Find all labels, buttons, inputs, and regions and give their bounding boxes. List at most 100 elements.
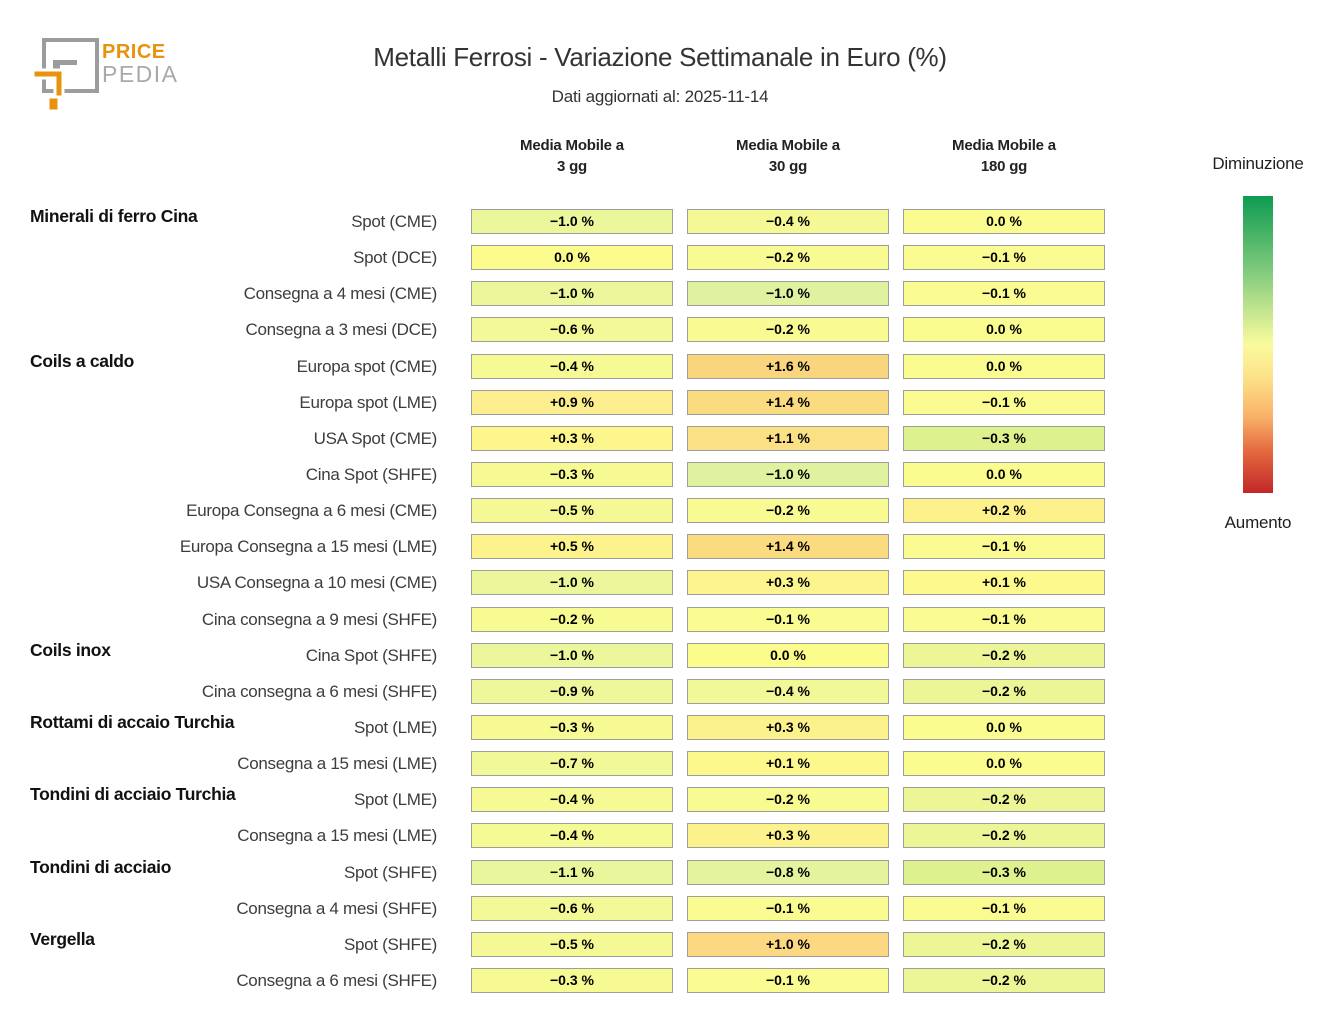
row-label: USA Spot (CME) — [313, 428, 438, 448]
heatmap-cell: −0.5 % — [471, 931, 673, 957]
heatmap-cell: −0.1 % — [903, 245, 1105, 271]
column-header-180gg: Media Mobile a 180 gg — [903, 135, 1105, 177]
heatmap-cell: −0.3 % — [903, 859, 1105, 885]
column-header-30gg: Media Mobile a 30 gg — [687, 135, 889, 177]
heatmap-cell: −1.0 % — [687, 281, 889, 307]
row-label: Consegna a 6 mesi (SHFE) — [236, 970, 437, 990]
heatmap-cell: −0.1 % — [903, 389, 1105, 415]
heatmap-cell: −0.2 % — [903, 931, 1105, 957]
heatmap-cell: 0.0 % — [471, 245, 673, 271]
heatmap-cell: −0.2 % — [903, 967, 1105, 993]
heatmap-cell: −1.0 % — [471, 642, 673, 668]
row-label: Europa spot (CME) — [296, 356, 438, 376]
heatmap-cell: −1.0 % — [471, 209, 673, 234]
row-label: Cina Spot (SHFE) — [305, 464, 438, 484]
page-title: Metalli Ferrosi - Variazione Settimanale… — [373, 42, 947, 72]
heatmap-row: Cina consegna a 6 mesi (SHFE) −0.9 % −0.4 … — [0, 678, 1320, 704]
heatmap-cell: −0.2 % — [471, 606, 673, 632]
heatmap-row: Europa Consegna a 15 mesi (LME) +0.5 % +1.… — [0, 534, 1320, 560]
row-group-label: Tondini di acciaio Turchia — [30, 784, 236, 805]
row-label: Spot (SHFE) — [343, 862, 437, 882]
heatmap-cell: +0.3 % — [687, 714, 889, 740]
heatmap-row: Consegna a 15 mesi (LME) −0.4 % +0.3 % −0.2… — [0, 823, 1320, 849]
row-label: Consegna a 15 mesi (LME) — [237, 754, 437, 774]
row-group-label: Minerali di ferro Cina — [30, 206, 198, 226]
heatmap-row: Cina consegna a 9 mesi (SHFE) −0.2 % −0.1 … — [0, 606, 1320, 632]
column-header-line2: 30 gg — [768, 158, 808, 175]
heatmap-cell: −0.9 % — [471, 678, 673, 704]
heatmap-cell: −1.0 % — [687, 461, 889, 487]
heatmap-cell: 0.0 % — [903, 751, 1105, 777]
heatmap-cell: −0.4 % — [471, 823, 673, 849]
heatmap-cell: −0.1 % — [687, 895, 889, 921]
heatmap-row: Coils a caldo Europa spot (CME) −0.4 % +1.6… — [0, 351, 1320, 379]
heatmap-cell: −0.6 % — [471, 895, 673, 921]
pricepedia-logo-mark — [33, 38, 99, 113]
heatmap-cell: +1.6 % — [687, 353, 889, 379]
heatmap-cell: 0.0 % — [903, 317, 1105, 343]
heatmap-cell: −0.3 % — [471, 714, 673, 740]
heatmap-row: Spot (DCE) 0.0 % −0.2 % −0.1 % — [0, 245, 1320, 271]
page-subtitle: Dati aggiornati al: 2025-11-14 — [551, 87, 769, 106]
heatmap-cell: +0.5 % — [471, 534, 673, 560]
heatmap-cell: −1.0 % — [471, 570, 673, 596]
heatmap-cell: −0.2 % — [687, 787, 889, 813]
heatmap-cell: +0.3 % — [471, 425, 673, 451]
row-label: Spot (CME) — [351, 212, 437, 231]
heatmap-cell: −0.2 % — [687, 317, 889, 343]
heatmap-cell: +0.9 % — [471, 389, 673, 415]
heatmap-cell: −0.3 % — [471, 461, 673, 487]
heatmap-row: Minerali di ferro Cina Spot (CME) −1.0 % −0… — [0, 206, 1320, 234]
column-header-line2: 180 gg — [980, 158, 1028, 175]
logo-text-pedia: PEDIA — [102, 61, 179, 87]
heatmap-cell: −0.6 % — [471, 317, 673, 343]
column-header-line1: Media Mobile a — [520, 137, 624, 154]
row-group-label: Rottami di accaio Turchia — [30, 711, 235, 732]
heatmap-cell: −0.1 % — [903, 895, 1105, 921]
heatmap-row: Tondini di acciaio Spot (SHFE) −1.1 % −0.8 … — [0, 857, 1320, 885]
heatmap-cell: −0.3 % — [903, 425, 1105, 451]
heatmap-row: Tondini di acciaio Turchia Spot (LME) −0.4… — [0, 784, 1320, 813]
heatmap-cell: +0.3 % — [687, 570, 889, 596]
heatmap-cell: 0.0 % — [903, 353, 1105, 379]
heatmap-cell: −0.2 % — [903, 823, 1105, 849]
legend-label-decrease: Diminuzione — [1212, 154, 1304, 173]
heatmap-cell: +0.1 % — [687, 751, 889, 777]
heatmap-row: Consegna a 6 mesi (SHFE) −0.3 % −0.1 % −0.2… — [0, 967, 1320, 993]
heatmap-cell: −0.1 % — [903, 281, 1105, 307]
column-header-line1: Media Mobile a — [736, 137, 840, 154]
heatmap-row: Consegna a 15 mesi (LME) −0.7 % +0.1 % 0.0 … — [0, 751, 1320, 777]
heatmap-cell: −0.1 % — [687, 606, 889, 632]
row-group-label: Vergella — [30, 928, 95, 949]
row-label: Consegna a 4 mesi (SHFE) — [236, 898, 437, 918]
heatmap-cell: −0.1 % — [687, 967, 889, 993]
heatmap-cell: −0.3 % — [471, 967, 673, 993]
heatmap-cell: +0.1 % — [903, 570, 1105, 596]
heatmap-cell: −0.8 % — [687, 859, 889, 885]
column-header-3gg: Media Mobile a 3 gg — [471, 135, 673, 177]
legend-label-increase: Aumento — [1224, 513, 1292, 532]
row-group-label: Coils a caldo — [30, 350, 135, 371]
heatmap-row: Europa spot (LME) +0.9 % +1.4 % −0.1 % — [0, 389, 1320, 415]
row-label: USA Consegna a 10 mesi (CME) — [196, 573, 437, 593]
column-header-line2: 3 gg — [556, 158, 588, 175]
row-group-label: Coils inox — [30, 639, 111, 660]
heatmap-cell: 0.0 % — [687, 642, 889, 668]
heatmap-cell: −1.1 % — [471, 859, 673, 885]
row-label: Cina Spot (SHFE) — [305, 645, 438, 665]
heatmap-cell: −0.2 % — [903, 678, 1105, 704]
row-label: Consegna a 3 mesi (DCE) — [245, 320, 437, 340]
heatmap-row: Europa Consegna a 6 mesi (CME) −0.5 % −0.2… — [0, 498, 1320, 524]
heatmap-cell: +0.2 % — [903, 498, 1105, 524]
heatmap-cell: −0.7 % — [471, 751, 673, 777]
legend-colorbar — [1243, 196, 1273, 493]
heatmap-cell: +1.0 % — [687, 931, 889, 957]
row-label: Spot (LME) — [354, 790, 437, 810]
heatmap-row: Rottami di accaio Turchia Spot (LME) −0.3 … — [0, 712, 1320, 740]
row-label: Europa Consegna a 6 mesi (CME) — [186, 501, 437, 521]
heatmap-cell: +1.4 % — [687, 534, 889, 560]
heatmap-cell: 0.0 % — [903, 461, 1105, 487]
column-header-line1: Media Mobile a — [952, 137, 1056, 154]
row-label: Cina consegna a 9 mesi (SHFE) — [201, 609, 437, 629]
heatmap-row: Consegna a 4 mesi (SHFE) −0.6 % −0.1 % −0.1… — [0, 895, 1320, 921]
